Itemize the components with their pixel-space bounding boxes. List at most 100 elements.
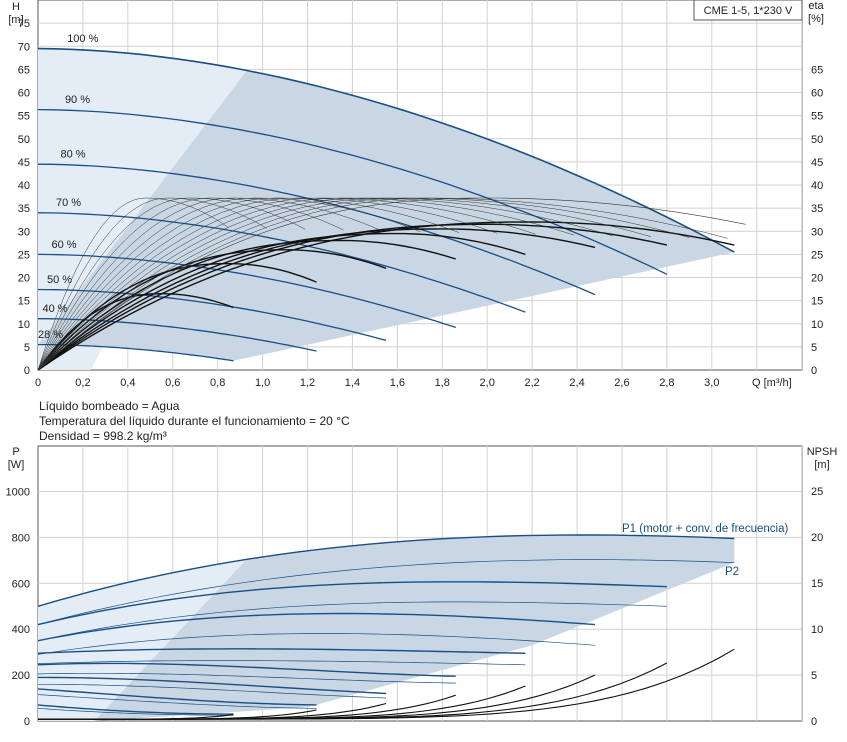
head-y-tick-label: 20 (18, 273, 30, 285)
p2-curve-label: P2 (725, 566, 739, 578)
x-tick-label: 0,2 (75, 377, 90, 389)
eta-y-tick-label: 0 (811, 365, 817, 377)
head-curve (37, 288, 387, 342)
head-y-tick-label: 5 (24, 342, 30, 354)
fluid-line-2: Temperatura del líquido durante el funci… (39, 414, 350, 428)
x-tick-label: 3,0 (704, 377, 719, 389)
efficiency-guide-curve (37, 197, 652, 371)
speed-label: 28 % (38, 329, 63, 341)
npsh-y-tick-label: 10 (811, 624, 823, 636)
eta-y-tick-label: 20 (811, 273, 823, 285)
power-p2-curve (37, 672, 456, 684)
head-y-axis-unit: [m] (8, 14, 23, 26)
npsh-axis-label: NPSH (807, 446, 838, 458)
power-p2-curve (37, 601, 667, 642)
head-y-tick-label: 25 (18, 249, 30, 261)
efficiency-guide-curve (37, 197, 498, 371)
head-y-tick-label: 45 (18, 157, 30, 169)
head-y-tick-label: 40 (18, 180, 30, 192)
head-y-tick-label: 10 (18, 319, 30, 331)
power-y-axis-label: P (12, 446, 19, 458)
speed-label: 100 % (67, 33, 98, 45)
speed-label: 90 % (65, 94, 90, 106)
eta-y-tick-label: 40 (811, 180, 823, 192)
head-y-tick-label: 60 (18, 88, 30, 100)
head-curve (37, 253, 456, 329)
x-tick-label: 0 (35, 377, 41, 389)
power-p2-curve (37, 660, 526, 666)
head-y-tick-label: 65 (18, 64, 30, 76)
speed-label: 50 % (47, 274, 72, 286)
head-y-tick-label: 30 (18, 226, 30, 238)
power-p1-curve (37, 662, 456, 677)
npsh-y-tick-label: 5 (811, 670, 817, 682)
head-curve (37, 108, 668, 275)
head-y-tick-label: 15 (18, 296, 30, 308)
head-curve (37, 163, 596, 296)
power-y-tick-label: 0 (24, 716, 30, 728)
efficiency-curve (37, 249, 387, 371)
efficiency-guide-curve (37, 197, 383, 371)
npsh-curve (38, 714, 234, 720)
x-tick-label: 2,6 (614, 377, 629, 389)
x-tick-label: 0,6 (165, 377, 180, 389)
efficiency-guide-curve (37, 197, 690, 371)
x-axis-label: Q [m³/h] (752, 377, 792, 389)
speed-label: 70 % (56, 197, 81, 209)
power-y-tick-label: 800 (12, 532, 30, 544)
efficiency-guide-curve (37, 197, 613, 371)
x-tick-label: 2,2 (524, 377, 539, 389)
p1-curve-label: P1 (motor + conv. de frecuencia) (622, 523, 788, 535)
power-p1-curve (37, 612, 596, 642)
eta-y-tick-label: 35 (811, 203, 823, 215)
npsh-y-tick-label: 0 (811, 716, 817, 728)
power-p1-curve (37, 534, 735, 607)
x-tick-label: 1,2 (300, 377, 315, 389)
power-y-tick-label: 1000 (6, 487, 30, 499)
x-tick-label: 0,4 (120, 377, 135, 389)
speed-label: 60 % (51, 239, 76, 251)
power-p1-curve (37, 688, 317, 706)
x-tick-label: 1,8 (435, 377, 450, 389)
eta-y-tick-label: 25 (811, 249, 823, 261)
npsh-y-tick-label: 25 (811, 486, 823, 498)
fluid-line-1: Líquido bombeado = Agua (39, 399, 180, 413)
efficiency-guide-curve (37, 197, 460, 371)
power-p2-curve (38, 683, 387, 699)
power-y-tick-label: 400 (12, 624, 30, 636)
power-y-axis-unit: [W] (8, 459, 25, 471)
speed-label: 40 % (42, 303, 67, 315)
npsh-axis-unit: [m] (814, 459, 829, 471)
efficiency-guide-curve (37, 197, 575, 371)
npsh-y-tick-label: 20 (811, 532, 823, 544)
power-p2-curve (37, 708, 234, 716)
npsh-y-tick-label: 15 (811, 578, 823, 590)
eta-axis-label: eta (808, 0, 824, 12)
efficiency-guide-curve (37, 197, 421, 371)
model-label: CME 1-5, 1*230 V (704, 5, 793, 17)
x-tick-label: 2,8 (659, 377, 674, 389)
fluid-line-3: Densidad = 998.2 kg/m³ (39, 429, 167, 443)
eta-y-tick-label: 60 (811, 88, 823, 100)
power-p2-curve (37, 694, 317, 709)
power-p2-curve (37, 633, 596, 655)
efficiency-guide-curve (37, 197, 268, 371)
eta-y-tick-label: 5 (811, 342, 817, 354)
eta-y-tick-label: 65 (811, 64, 823, 76)
power-y-tick-label: 600 (12, 578, 30, 590)
head-y-tick-label: 0 (24, 365, 30, 377)
eta-y-tick-label: 30 (811, 226, 823, 238)
x-tick-label: 1,4 (345, 377, 360, 389)
eta-y-tick-label: 15 (811, 296, 823, 308)
power-p1-curve (37, 581, 667, 626)
model-label-box (693, 0, 803, 21)
head-y-tick-label: 55 (18, 111, 30, 123)
head-dark-region (38, 70, 735, 361)
head-y-tick-label: 50 (18, 134, 30, 146)
x-tick-label: 0,8 (210, 377, 225, 389)
head-y-tick-label: 70 (18, 41, 30, 53)
power-p1-curve (37, 648, 526, 654)
efficiency-envelope (37, 197, 746, 371)
x-tick-label: 2,0 (480, 377, 495, 389)
